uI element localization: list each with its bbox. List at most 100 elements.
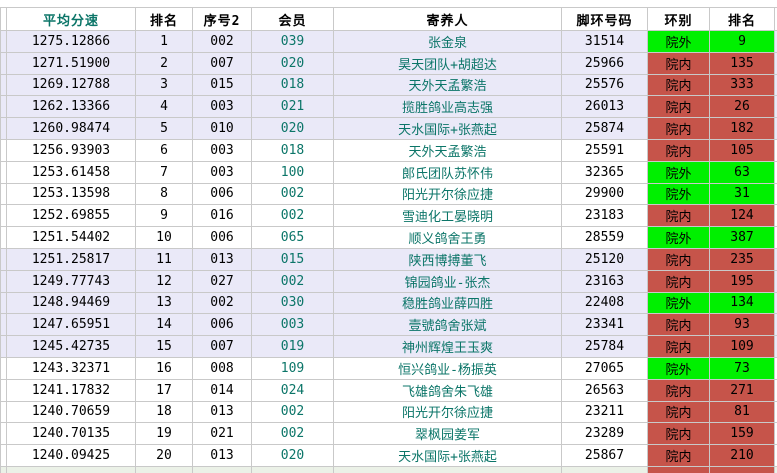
cell-ring-no[interactable]: 23289 [562,423,648,445]
cell-foster[interactable]: 稳胜鸽业薛四胜 [334,292,562,314]
row-margin-cell[interactable] [0,183,7,205]
cell-ring-type[interactable]: 院内 [648,314,710,336]
cell-serial2[interactable]: 015 [193,74,252,96]
header-rank2[interactable]: 排名 [710,8,775,30]
partial-cell[interactable] [562,466,648,473]
cell-ring-type[interactable]: 院外 [648,357,710,379]
header-speed[interactable]: 平均分速 [7,8,136,30]
cell-serial2[interactable]: 003 [193,139,252,161]
cell-member[interactable]: 002 [252,423,334,445]
cell-speed[interactable]: 1240.09425 [7,445,136,466]
cell-member[interactable]: 002 [252,183,334,205]
row-margin-cell[interactable] [0,379,7,401]
cell-speed[interactable]: 1248.94469 [7,292,136,314]
cell-speed[interactable]: 1256.93903 [7,139,136,161]
row-margin-cell[interactable] [0,205,7,227]
row-margin-cell[interactable] [0,270,7,292]
cell-speed[interactable]: 1251.54402 [7,227,136,248]
cell-ring-no[interactable]: 22408 [562,292,648,314]
cell-speed[interactable]: 1245.42735 [7,336,136,357]
cell-ring-type[interactable]: 院内 [648,96,710,118]
cell-ring-no[interactable]: 26013 [562,96,648,118]
cell-rank2[interactable]: 93 [710,314,775,336]
partial-cell[interactable] [710,466,775,473]
cell-ring-type[interactable]: 院内 [648,379,710,401]
cell-foster[interactable]: 阳光开尔徐应捷 [334,183,562,205]
header-rank[interactable]: 排名 [136,8,193,30]
cell-ring-no[interactable]: 23163 [562,270,648,292]
partial-cell[interactable] [252,466,334,473]
cell-serial2[interactable]: 016 [193,205,252,227]
cell-ring-type[interactable]: 院内 [648,139,710,161]
cell-rank2[interactable]: 109 [710,336,775,357]
cell-foster[interactable]: 天水国际+张燕起 [334,118,562,139]
partial-cell[interactable] [648,466,710,473]
cell-serial2[interactable]: 007 [193,336,252,357]
cell-member[interactable]: 100 [252,161,334,183]
cell-rank2[interactable]: 124 [710,205,775,227]
partial-cell[interactable] [334,466,562,473]
cell-speed[interactable]: 1247.65951 [7,314,136,336]
row-margin-cell[interactable] [0,139,7,161]
cell-ring-type[interactable]: 院内 [648,248,710,270]
cell-member[interactable]: 021 [252,96,334,118]
cell-rank2[interactable]: 105 [710,139,775,161]
cell-foster[interactable]: 顺义鸽舍王勇 [334,227,562,248]
cell-ring-no[interactable]: 29900 [562,183,648,205]
cell-ring-type[interactable]: 院外 [648,292,710,314]
cell-ring-no[interactable]: 31514 [562,31,648,52]
cell-foster[interactable]: 神州辉煌王玉爽 [334,336,562,357]
row-margin-cell[interactable] [0,336,7,357]
cell-foster[interactable]: 壹號鸽舍张斌 [334,314,562,336]
cell-speed[interactable]: 1243.32371 [7,357,136,379]
cell-serial2[interactable]: 003 [193,96,252,118]
cell-rank2[interactable]: 271 [710,379,775,401]
cell-serial2[interactable]: 013 [193,401,252,423]
cell-foster[interactable]: 锦园鸽业-张杰 [334,270,562,292]
cell-serial2[interactable]: 006 [193,314,252,336]
cell-foster[interactable]: 郞氏团队苏怀伟 [334,161,562,183]
cell-ring-type[interactable]: 院内 [648,270,710,292]
cell-foster[interactable]: 天外天孟繁浩 [334,139,562,161]
header-foster[interactable]: 寄养人 [334,8,562,30]
cell-member[interactable]: 109 [252,357,334,379]
cell-rank2[interactable]: 73 [710,357,775,379]
cell-foster[interactable]: 恒兴鸽业-杨振英 [334,357,562,379]
cell-serial2[interactable]: 013 [193,248,252,270]
cell-member[interactable]: 002 [252,401,334,423]
cell-rank[interactable]: 17 [136,379,193,401]
header-ring-no[interactable]: 脚环号码 [562,8,648,30]
cell-ring-no[interactable]: 25576 [562,74,648,96]
cell-speed[interactable]: 1275.12866 [7,31,136,52]
cell-rank[interactable]: 15 [136,336,193,357]
cell-rank[interactable]: 16 [136,357,193,379]
cell-speed[interactable]: 1271.51900 [7,52,136,74]
cell-rank[interactable]: 8 [136,183,193,205]
cell-speed[interactable]: 1241.17832 [7,379,136,401]
cell-foster[interactable]: 揽胜鸽业高志强 [334,96,562,118]
cell-rank2[interactable]: 195 [710,270,775,292]
cell-ring-type[interactable]: 院内 [648,423,710,445]
cell-ring-no[interactable]: 23183 [562,205,648,227]
cell-foster[interactable]: 陕西博搏董飞 [334,248,562,270]
cell-member[interactable]: 019 [252,336,334,357]
cell-ring-no[interactable]: 26563 [562,379,648,401]
cell-rank2[interactable]: 63 [710,161,775,183]
cell-serial2[interactable]: 006 [193,183,252,205]
row-margin-cell[interactable] [0,31,7,52]
cell-serial2[interactable]: 014 [193,379,252,401]
cell-rank2[interactable]: 81 [710,401,775,423]
row-margin-cell[interactable] [0,357,7,379]
cell-rank[interactable]: 9 [136,205,193,227]
cell-ring-type[interactable]: 院内 [648,445,710,466]
cell-speed[interactable]: 1262.13366 [7,96,136,118]
cell-ring-type[interactable]: 院内 [648,74,710,96]
cell-member[interactable]: 020 [252,52,334,74]
cell-ring-type[interactable]: 院外 [648,183,710,205]
cell-rank2[interactable]: 159 [710,423,775,445]
cell-speed[interactable]: 1240.70659 [7,401,136,423]
row-margin-cell[interactable] [0,227,7,248]
cell-rank[interactable]: 10 [136,227,193,248]
row-margin-cell[interactable] [0,445,7,466]
partial-cell[interactable] [775,466,777,473]
